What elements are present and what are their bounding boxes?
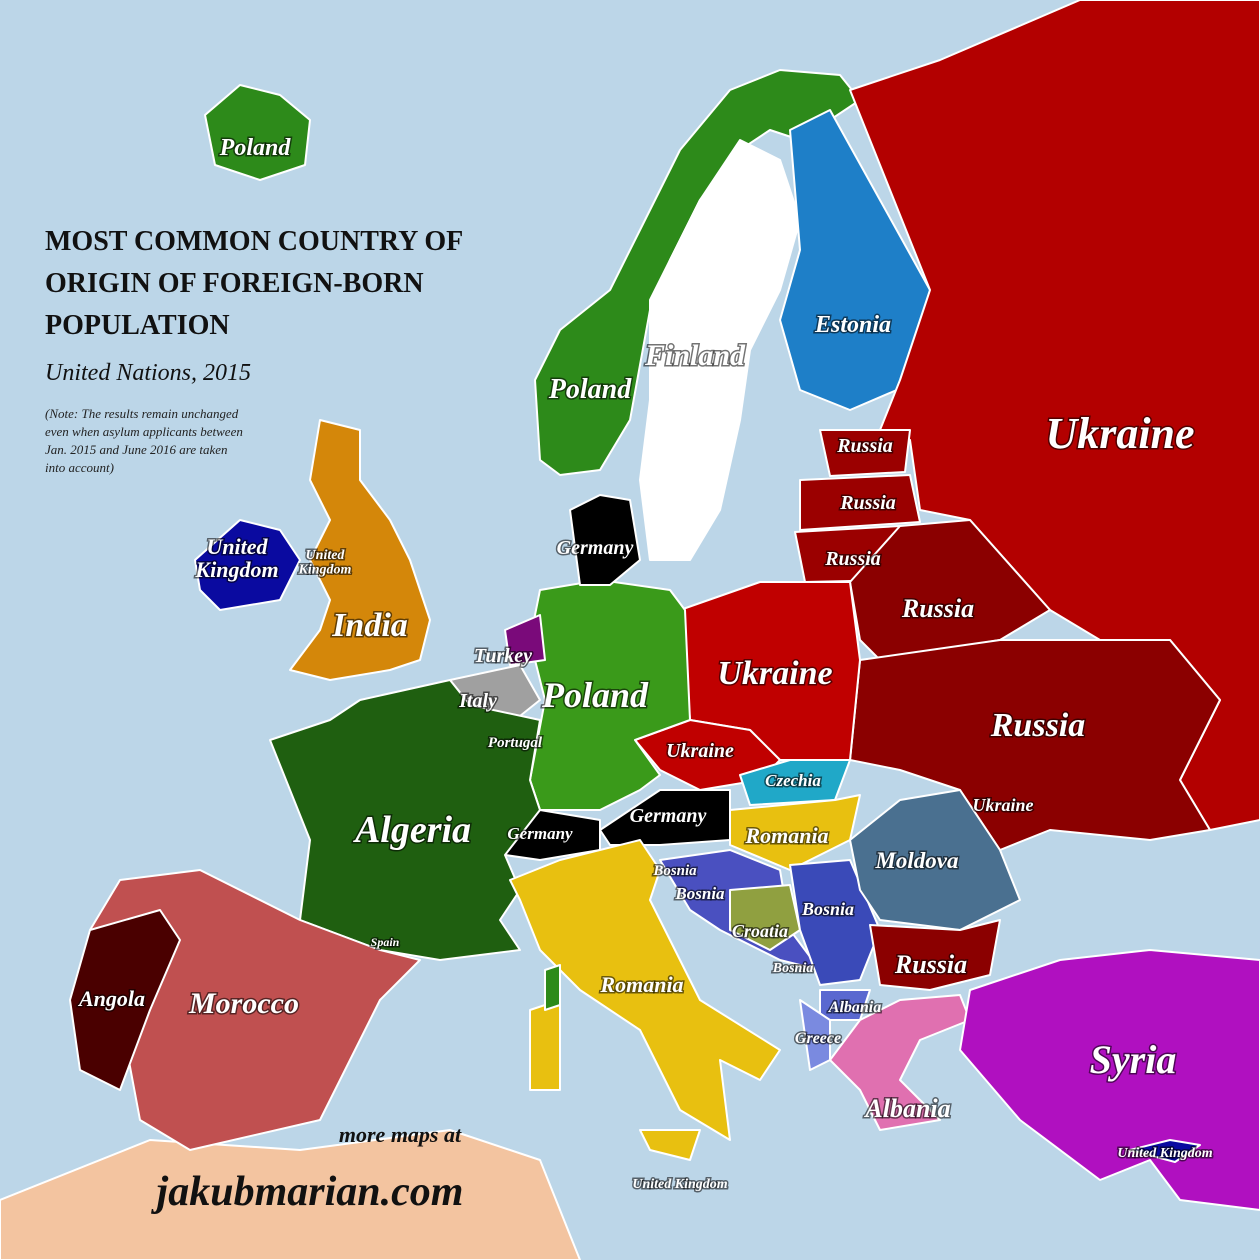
ukraine: [849, 639, 1221, 851]
texts: MOST COMMON COUNTRY OF ORIGIN OF FOREIGN…: [45, 134, 1214, 1216]
country-label: United Kingdom: [194, 534, 278, 582]
subtitle: United Nations, 2015: [45, 360, 251, 386]
country-label: Bosnia: [674, 884, 725, 903]
label-line: Kingdom: [298, 563, 352, 578]
sardinia: [529, 999, 561, 1091]
country-label: Russia: [824, 548, 881, 570]
country-label: Poland: [219, 135, 292, 161]
country-label: Italy: [458, 690, 497, 712]
country-label: Bosnia: [652, 863, 697, 879]
country-label: Algeria: [353, 809, 471, 851]
netherlands: [504, 614, 546, 666]
country-label: Romania: [744, 823, 828, 848]
belarus: [849, 519, 1051, 661]
title-line: POPULATION: [45, 310, 230, 341]
great-britain: [289, 419, 431, 681]
country-label: Morocco: [188, 987, 299, 1020]
label-line: United: [206, 534, 268, 559]
estonia: [819, 429, 911, 477]
sicily: [639, 1129, 701, 1161]
country-label: Spain: [371, 935, 400, 949]
note-line: even when asylum applicants between: [45, 424, 243, 439]
country-label: Syria: [1090, 1037, 1177, 1082]
footer-line: more maps at: [339, 1122, 462, 1147]
country-label: Ukraine: [1045, 409, 1194, 458]
country-label: Finland: [644, 339, 746, 372]
note-line: into account): [45, 460, 114, 475]
label-line: Kingdom: [194, 557, 278, 582]
footer-url[interactable]: jakubmarian.com: [151, 1169, 464, 1215]
country-label: Russia: [839, 492, 896, 514]
latvia: [799, 474, 921, 531]
corsica: [544, 964, 561, 1011]
note-line: Jan. 2015 and June 2016 are taken: [45, 442, 228, 457]
country-label: India: [331, 607, 408, 644]
sweden: [639, 139, 801, 561]
country-label: Estonia: [814, 312, 891, 338]
finland: [779, 109, 931, 411]
country-label: United Kingdom: [298, 548, 352, 578]
country-label: Russia: [901, 594, 974, 623]
country-label: Poland: [541, 675, 649, 715]
country-label: Germany: [557, 537, 634, 559]
title-line: ORIGIN OF FOREIGN-BORN: [45, 268, 424, 299]
serbia: [789, 859, 881, 986]
country-label: Ukraine: [717, 655, 832, 692]
greece: [829, 994, 971, 1131]
country-label: United Kingdom: [632, 1177, 727, 1192]
bulgaria: [869, 919, 1001, 991]
country-label: Ukraine: [666, 740, 734, 762]
country-label: Ukraine: [972, 795, 1033, 815]
country-label: Poland: [548, 374, 632, 405]
country-label: Turkey: [474, 645, 532, 667]
slovakia: [739, 759, 851, 806]
country-label: Germany: [507, 824, 573, 843]
country-label: Croatia: [732, 921, 788, 941]
label-line: United: [306, 548, 346, 563]
ireland: [194, 519, 301, 611]
country-label: Moldova: [874, 848, 958, 873]
country-label: Portugal: [488, 735, 543, 751]
denmark: [569, 494, 641, 586]
country-label: Russia: [894, 950, 967, 979]
country-label: Germany: [630, 805, 707, 827]
austria: [599, 789, 731, 846]
portugal: [69, 909, 181, 1091]
country-label: Russia: [990, 707, 1086, 744]
note-line: (Note: The results remain unchanged: [45, 406, 239, 421]
country-label: Bosnia: [772, 961, 813, 976]
country-label: United Kingdom: [1117, 1146, 1212, 1161]
country-label: Czechia: [765, 771, 821, 790]
title-line: MOST COMMON COUNTRY OF: [45, 226, 463, 257]
cyprus: [1129, 1139, 1201, 1163]
iceland: [204, 84, 311, 181]
germany: [529, 579, 691, 811]
country-label: Bosnia: [801, 899, 854, 919]
country-label: Albania: [828, 999, 881, 1016]
country-label: Russia: [836, 435, 893, 457]
country-label: Romania: [599, 972, 683, 997]
country-label: Albania: [863, 1094, 950, 1123]
bosnia: [729, 884, 801, 951]
romania: [849, 789, 1021, 931]
country-label: Angola: [77, 986, 145, 1011]
country-label: Greece: [795, 1030, 841, 1047]
